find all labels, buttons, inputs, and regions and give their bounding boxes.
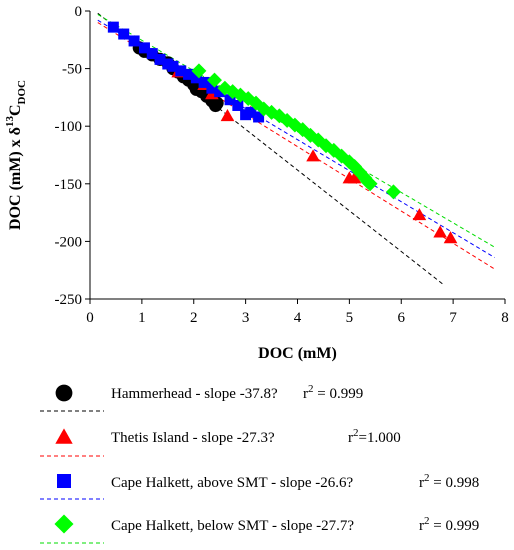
- data-point: [191, 63, 207, 79]
- legend-marker: [55, 384, 73, 402]
- data-point: [207, 72, 222, 88]
- legend-r2: r2 = 0.999: [303, 383, 363, 402]
- data-point: [206, 82, 218, 94]
- x-tick-label: 1: [138, 310, 146, 326]
- data-point: [128, 35, 140, 47]
- y-tick-label: -150: [55, 177, 83, 193]
- data-point: [248, 95, 264, 111]
- legend-r2-value: = 0.999: [314, 386, 364, 402]
- data-point: [360, 174, 376, 189]
- data-point: [443, 231, 458, 244]
- x-tick-label: 7: [449, 310, 457, 326]
- data-point: [224, 94, 236, 106]
- y-axis-title-main: DOC (mM) x δ: [7, 127, 24, 230]
- legend-r2-sup: 2: [308, 383, 314, 395]
- x-axis-title: DOC (mM): [258, 345, 337, 362]
- data-point: [245, 106, 257, 118]
- x-tick-label: 0: [86, 310, 94, 326]
- axes: [85, 10, 506, 304]
- data-point: [385, 184, 401, 200]
- data-point: [306, 149, 320, 162]
- y-tick-label: -250: [55, 292, 83, 308]
- x-tick-label: 6: [398, 310, 406, 326]
- x-tick-label: 5: [346, 310, 354, 326]
- legend-marker: [55, 428, 73, 444]
- legend-marker: [54, 514, 74, 534]
- legend-entry-circle: Hammerhead - slope -37.8? r2 = 0.999: [40, 383, 363, 412]
- legend-label: Cape Halkett, below SMT - slope -27.7?: [111, 518, 354, 534]
- data-point: [198, 76, 210, 88]
- series-square: [107, 21, 265, 123]
- legend-r2-value: = 0.999: [430, 518, 480, 534]
- data-point: [107, 21, 119, 33]
- legend-r2: r2 = 0.998: [419, 472, 479, 491]
- legend-r2-base: r: [419, 475, 424, 491]
- y-axis-title-sup: 13: [4, 116, 16, 128]
- legend-r2-sup: 2: [424, 472, 430, 484]
- legend-r2: r2 = 0.999: [419, 515, 479, 534]
- legend-r2-value: = 0.998: [430, 475, 480, 491]
- legend-r2-base: r: [303, 386, 308, 402]
- data-point: [190, 72, 202, 84]
- legend-label: Hammerhead - slope -37.8?: [111, 386, 278, 402]
- x-tick-label: 3: [242, 310, 250, 326]
- series-diamond: [191, 63, 401, 200]
- y-axis-title-sub: DOC: [16, 80, 28, 105]
- data-point: [167, 60, 179, 72]
- x-tick-label: 8: [501, 310, 509, 326]
- data-point: [214, 86, 226, 98]
- x-tick-label: 2: [190, 310, 198, 326]
- legend-label: Thetis Island - slope -27.3?: [111, 430, 275, 446]
- data-point: [412, 208, 427, 221]
- data-point: [154, 53, 166, 65]
- tick-labels: 0 1 2 3 4 5 6 7 8 0 -50 -100 -150 -200 -250: [55, 4, 509, 326]
- y-axis-title: DOC (mM) x δ13CDOC: [4, 80, 28, 230]
- data-point: [220, 109, 235, 122]
- legend-label: Cape Halkett, above SMT - slope -26.6?: [111, 475, 354, 491]
- data-point: [210, 96, 224, 110]
- legend: Hammerhead - slope -37.8? r2 = 0.999Theti…: [40, 383, 479, 544]
- legend-entry-diamond: Cape Halkett, below SMT - slope -27.7? r2…: [40, 514, 479, 544]
- data-point: [138, 42, 150, 54]
- legend-marker: [57, 474, 71, 488]
- legend-r2-value: =1.000: [359, 430, 401, 446]
- data-point: [118, 28, 130, 40]
- data-point: [433, 225, 447, 238]
- y-axis-title-after: C: [7, 104, 24, 116]
- data-point: [146, 48, 158, 60]
- data-point: [232, 99, 244, 111]
- legend-r2-sup: 2: [353, 427, 359, 439]
- data-point: [175, 65, 187, 77]
- y-tick-label: -50: [62, 62, 82, 78]
- x-tick-label: 4: [294, 310, 302, 326]
- data-point: [347, 171, 362, 184]
- legend-entry-triangle: Thetis Island - slope -27.3? r2=1.000: [40, 427, 401, 457]
- legend-entry-square: Cape Halkett, above SMT - slope -26.6? r2…: [40, 472, 479, 500]
- y-tick-label: 0: [75, 4, 83, 20]
- y-tick-label: -100: [55, 119, 83, 135]
- data-point: [183, 68, 195, 80]
- legend-r2-base: r: [419, 518, 424, 534]
- legend-r2-base: r: [348, 430, 353, 446]
- data-points: [107, 21, 458, 244]
- data-point: [253, 111, 265, 123]
- legend-r2: r2=1.000: [348, 427, 401, 446]
- legend-r2-sup: 2: [424, 515, 430, 527]
- y-tick-label: -200: [55, 234, 83, 250]
